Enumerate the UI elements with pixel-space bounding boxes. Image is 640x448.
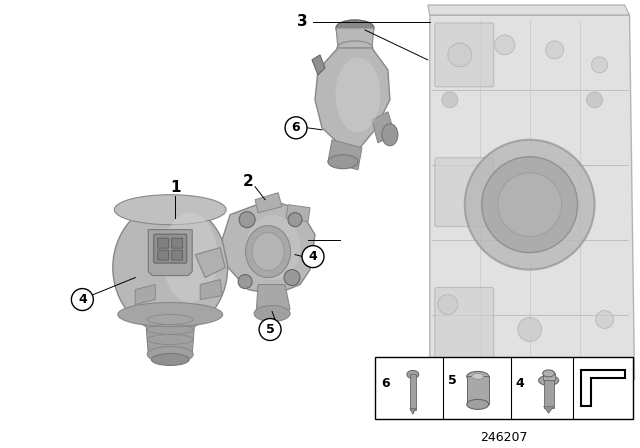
Ellipse shape bbox=[467, 371, 489, 381]
Polygon shape bbox=[315, 48, 390, 148]
FancyBboxPatch shape bbox=[154, 234, 187, 263]
Circle shape bbox=[302, 246, 324, 267]
FancyBboxPatch shape bbox=[435, 288, 493, 362]
Polygon shape bbox=[135, 284, 156, 305]
Circle shape bbox=[518, 318, 541, 341]
Ellipse shape bbox=[335, 57, 380, 132]
Circle shape bbox=[495, 35, 515, 55]
Ellipse shape bbox=[472, 374, 484, 379]
Polygon shape bbox=[195, 248, 225, 278]
FancyBboxPatch shape bbox=[435, 23, 493, 87]
Polygon shape bbox=[543, 374, 555, 380]
Polygon shape bbox=[256, 284, 290, 314]
FancyBboxPatch shape bbox=[375, 358, 632, 419]
Ellipse shape bbox=[328, 155, 358, 169]
Polygon shape bbox=[580, 370, 625, 406]
Polygon shape bbox=[430, 15, 634, 400]
Circle shape bbox=[239, 211, 255, 228]
Text: 6: 6 bbox=[292, 121, 300, 134]
Ellipse shape bbox=[539, 375, 559, 385]
Ellipse shape bbox=[246, 226, 291, 278]
Polygon shape bbox=[200, 280, 222, 300]
Ellipse shape bbox=[252, 233, 284, 271]
Ellipse shape bbox=[543, 370, 555, 377]
Polygon shape bbox=[410, 375, 416, 410]
Text: 246207: 246207 bbox=[480, 431, 527, 444]
Circle shape bbox=[591, 57, 607, 73]
Circle shape bbox=[465, 140, 595, 270]
Text: 4: 4 bbox=[78, 293, 87, 306]
Circle shape bbox=[442, 92, 458, 108]
Circle shape bbox=[72, 289, 93, 310]
Polygon shape bbox=[467, 376, 489, 405]
Text: 4: 4 bbox=[308, 250, 317, 263]
Text: 5: 5 bbox=[266, 323, 275, 336]
Circle shape bbox=[259, 319, 281, 340]
Polygon shape bbox=[148, 230, 192, 276]
Circle shape bbox=[285, 117, 307, 139]
Ellipse shape bbox=[336, 20, 374, 36]
Polygon shape bbox=[255, 193, 282, 213]
Ellipse shape bbox=[382, 124, 398, 146]
Circle shape bbox=[438, 294, 458, 314]
FancyBboxPatch shape bbox=[172, 238, 182, 248]
Ellipse shape bbox=[467, 400, 489, 409]
Text: 3: 3 bbox=[297, 14, 307, 30]
Ellipse shape bbox=[113, 202, 228, 332]
Polygon shape bbox=[543, 380, 554, 409]
Polygon shape bbox=[543, 406, 554, 414]
Ellipse shape bbox=[337, 41, 373, 55]
Text: 6: 6 bbox=[381, 377, 390, 390]
Text: 1: 1 bbox=[170, 180, 180, 195]
Ellipse shape bbox=[254, 306, 290, 322]
Circle shape bbox=[596, 310, 614, 328]
Circle shape bbox=[498, 173, 562, 237]
Polygon shape bbox=[222, 200, 315, 294]
Text: 5: 5 bbox=[448, 374, 456, 387]
FancyBboxPatch shape bbox=[157, 238, 169, 248]
Circle shape bbox=[238, 275, 252, 289]
Text: 2: 2 bbox=[243, 174, 253, 189]
Circle shape bbox=[448, 43, 472, 67]
Circle shape bbox=[587, 92, 603, 108]
Ellipse shape bbox=[163, 213, 218, 302]
Ellipse shape bbox=[115, 195, 226, 224]
Circle shape bbox=[482, 157, 578, 253]
Ellipse shape bbox=[147, 346, 193, 362]
Polygon shape bbox=[328, 140, 362, 170]
Ellipse shape bbox=[118, 302, 223, 327]
Polygon shape bbox=[445, 359, 595, 405]
Polygon shape bbox=[372, 112, 395, 143]
Ellipse shape bbox=[151, 353, 189, 366]
FancyBboxPatch shape bbox=[157, 250, 169, 260]
Polygon shape bbox=[410, 409, 416, 414]
Polygon shape bbox=[286, 205, 310, 222]
FancyBboxPatch shape bbox=[435, 158, 493, 227]
Ellipse shape bbox=[246, 215, 301, 280]
Polygon shape bbox=[145, 314, 195, 354]
Polygon shape bbox=[312, 55, 325, 75]
Polygon shape bbox=[336, 28, 374, 48]
Circle shape bbox=[546, 41, 564, 59]
FancyBboxPatch shape bbox=[172, 250, 182, 260]
Circle shape bbox=[284, 270, 300, 285]
Circle shape bbox=[288, 213, 302, 227]
Text: 4: 4 bbox=[516, 377, 524, 390]
Polygon shape bbox=[428, 5, 630, 15]
Ellipse shape bbox=[407, 370, 419, 379]
